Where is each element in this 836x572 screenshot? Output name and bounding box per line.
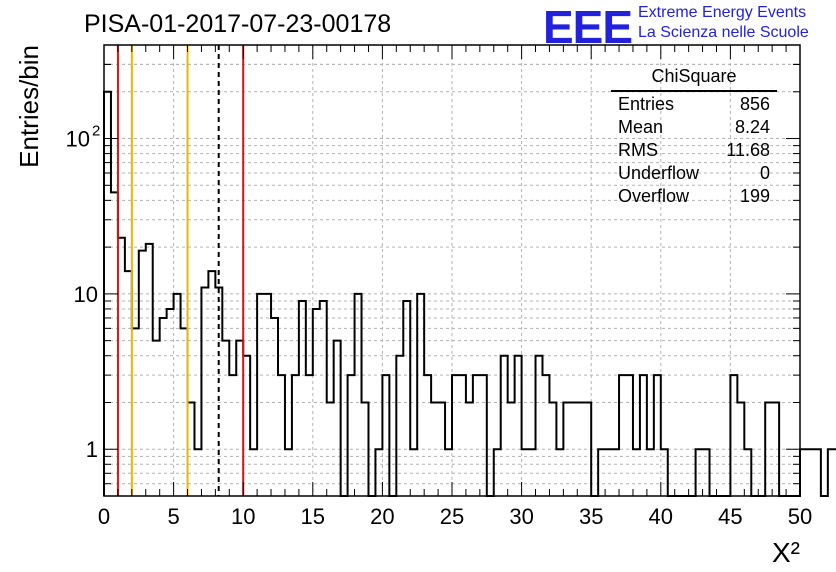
x-tick-label: 45 (718, 504, 742, 529)
stats-row-overflow: Overflow 199 (611, 185, 777, 208)
stats-title: ChiSquare (611, 66, 777, 92)
stats-row-rms: RMS 11.68 (611, 139, 777, 162)
x-tick-label: 30 (509, 504, 533, 529)
stats-box: ChiSquare Entries 856 Mean 8.24 RMS 11.6… (611, 66, 777, 208)
plot-title: PISA-01-2017-07-23-00178 (84, 10, 392, 38)
stats-row-mean: Mean 8.24 (611, 116, 777, 139)
stats-row-underflow: Underflow 0 (611, 162, 777, 185)
y-tick-label: 1 (86, 437, 98, 462)
stats-label: RMS (618, 140, 658, 160)
stats-label: Overflow (618, 186, 690, 206)
x-tick-label: 50 (788, 504, 812, 529)
x-tick-label: 25 (440, 504, 464, 529)
logo-mark: EEE (543, 1, 633, 53)
y-tick-label: 10 (74, 282, 98, 307)
x-tick-label: 20 (370, 504, 394, 529)
logo-line-1: Extreme Energy Events (638, 4, 807, 21)
stats-value: 11.68 (726, 140, 770, 160)
stats-label: Mean (618, 117, 664, 137)
stats-value: 856 (739, 94, 770, 114)
y-tick-label: 10 (66, 127, 90, 152)
stats-value: 199 (739, 186, 770, 206)
x-tick-label: 5 (167, 504, 179, 529)
logo-line-2: La Scienza nelle Scuole (638, 24, 809, 41)
stats-label: Entries (618, 94, 675, 114)
x-tick-label: 0 (98, 504, 110, 529)
y-tick-label-exponent: 2 (92, 123, 100, 140)
stats-row-entries: Entries 856 (611, 93, 777, 116)
stats-label: Underflow (618, 163, 700, 183)
x-tick-label: 15 (301, 504, 325, 529)
x-tick-label: 40 (649, 504, 673, 529)
x-tick-label: 35 (579, 504, 603, 529)
stats-value: 0 (759, 163, 770, 183)
y-axis-label: Entries/bin (14, 45, 44, 168)
x-tick-label: 10 (231, 504, 255, 529)
stats-value: 8.24 (734, 117, 770, 137)
x-axis-label: X² (772, 537, 800, 568)
